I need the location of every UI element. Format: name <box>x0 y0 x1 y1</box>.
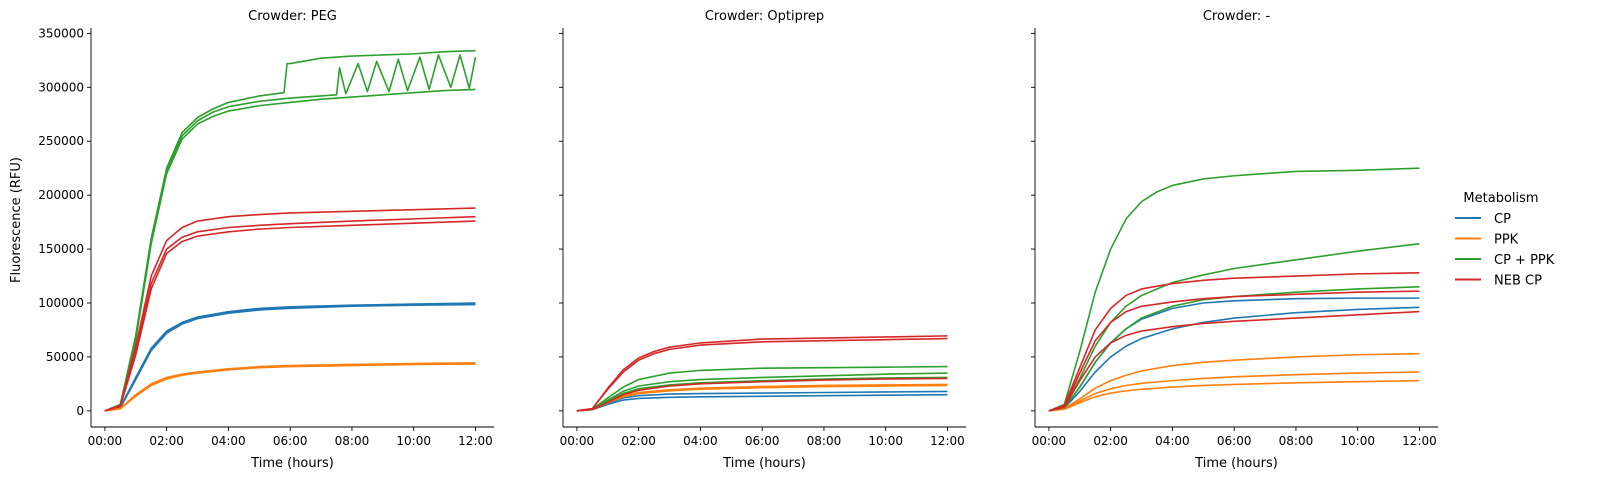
x-axis-label: Time (hours) <box>250 456 334 471</box>
series-line-cp-ppk-5 <box>576 365 948 412</box>
x-axis-label: Time (hours) <box>1194 456 1278 471</box>
x-tick-label: 06:00 <box>1217 434 1252 448</box>
panels: 0 50000 100000 150000 200000 250000 300000 3500… <box>38 9 1438 471</box>
panel-3: 00:00 02:00 04:00 06:00 08:00 10:00 12:00 Time … <box>1031 9 1438 471</box>
panel-title: Crowder: PEG <box>248 9 337 24</box>
x-tick-label: 08:00 <box>1279 434 1314 448</box>
series-line-cp-2 <box>1048 306 1420 412</box>
series-line-ppk-5 <box>1048 379 1420 412</box>
series-line-ppk-3 <box>1048 352 1420 412</box>
x-tick-label: 04:00 <box>1155 434 1190 448</box>
y-tick-label: 300000 <box>38 80 84 94</box>
legend-label: PPK <box>1494 233 1519 248</box>
x-axis-label: Time (hours) <box>722 456 806 471</box>
legend-label: CP + PPK <box>1494 253 1555 268</box>
x-tick-label: 04:00 <box>683 434 718 448</box>
series-line-neb-cp-10 <box>1048 290 1420 412</box>
x-tick-label: 10:00 <box>396 434 431 448</box>
x-tick-label: 10:00 <box>868 434 903 448</box>
legend: Metabolism CP PPK CP + PPK NEB CP <box>1455 191 1555 289</box>
x-tick-label: 02:00 <box>621 434 656 448</box>
legend-title: Metabolism <box>1463 191 1538 206</box>
series-line-cp-ppk-6 <box>1048 167 1420 412</box>
x-tick-label: 08:00 <box>807 434 842 448</box>
series-line-cp-ppk-7 <box>1048 242 1420 412</box>
panel-1: 0 50000 100000 150000 200000 250000 300000 3500… <box>38 9 494 471</box>
x-tick-label: 06:00 <box>745 434 780 448</box>
series-line-neb-cp-11 <box>1048 310 1420 412</box>
x-tick-label: 12:00 <box>1402 434 1437 448</box>
y-tick-label: 100000 <box>38 296 84 310</box>
series-line-neb-cp-9 <box>576 335 948 412</box>
series-line-neb-cp-12 <box>104 220 476 412</box>
series-line-neb-cp-10 <box>576 377 948 412</box>
x-tick-label: 04:00 <box>211 434 246 448</box>
series-line-cp-2 <box>104 302 476 412</box>
x-tick-label: 00:00 <box>88 434 123 448</box>
y-tick-label: 350000 <box>38 26 84 40</box>
y-axis-label: Fluorescence (RFU) <box>9 157 24 283</box>
x-tick-label: 08:00 <box>335 434 370 448</box>
series-line-cp-ppk-9 <box>104 88 476 412</box>
x-tick-label: 12:00 <box>458 434 493 448</box>
y-tick-label: 50000 <box>46 350 84 364</box>
series-line-neb-cp-9 <box>1048 271 1420 412</box>
series-line-cp-ppk-8 <box>1048 286 1420 412</box>
panel-title: Crowder: Optiprep <box>705 9 824 24</box>
series-line-ppk-6 <box>104 363 476 412</box>
x-tick-label: 00:00 <box>560 434 595 448</box>
panel-2: 00:00 02:00 04:00 06:00 08:00 10:00 12:00 Time … <box>559 9 966 471</box>
legend-label: NEB CP <box>1494 274 1542 289</box>
y-tick-label: 200000 <box>38 188 84 202</box>
y-tick-label: 150000 <box>38 242 84 256</box>
x-tick-label: 06:00 <box>273 434 308 448</box>
x-tick-label: 02:00 <box>149 434 184 448</box>
series-line-ppk-4 <box>1048 371 1420 412</box>
series-line-ppk-4 <box>104 362 476 412</box>
x-tick-label: 02:00 <box>1093 434 1128 448</box>
legend-label: CP <box>1494 212 1511 227</box>
x-tick-label: 00:00 <box>1032 434 1067 448</box>
x-tick-label: 12:00 <box>930 434 965 448</box>
series-line-cp-1 <box>104 303 476 412</box>
y-tick-label: 250000 <box>38 134 84 148</box>
series-line-ppk-4 <box>576 384 948 412</box>
panel-title: Crowder: - <box>1203 9 1271 24</box>
series-line-cp-ppk-7 <box>104 49 476 412</box>
y-tick-label: 0 <box>76 404 84 418</box>
x-tick-label: 10:00 <box>1340 434 1375 448</box>
series-line-neb-cp-10 <box>104 207 476 412</box>
series-line-ppk-5 <box>104 362 476 412</box>
series-line-cp-3 <box>104 303 476 412</box>
series-line-cp-ppk-8 <box>104 54 477 412</box>
